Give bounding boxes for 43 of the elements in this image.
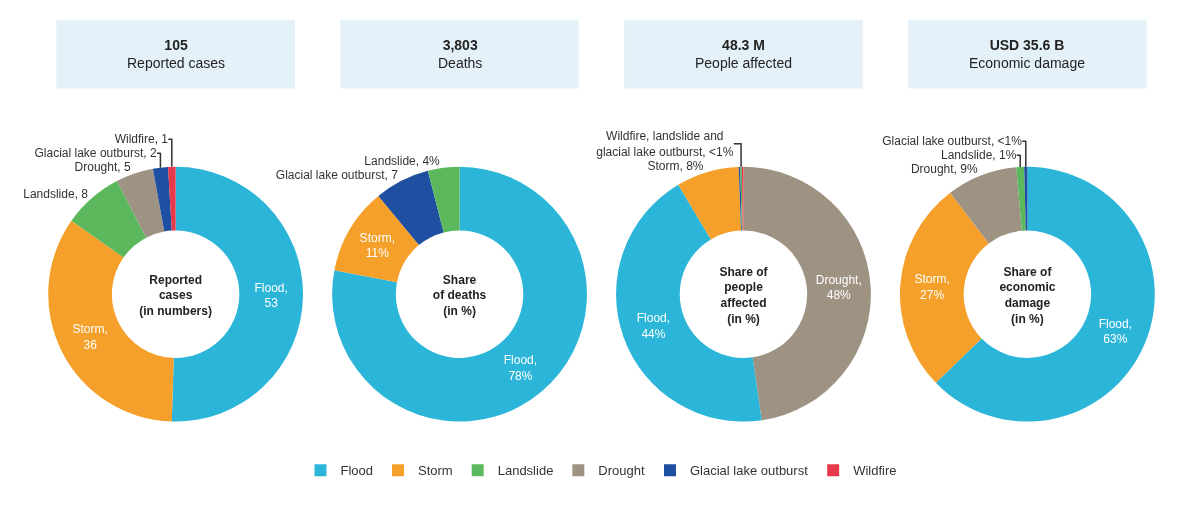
data-label: Storm, 36 [72, 322, 108, 352]
chart-subtitle: Deaths [438, 55, 483, 72]
data-label: Storm, 11% [359, 230, 395, 261]
data-label: Storm, 27% [914, 272, 950, 302]
donut-slice [899, 192, 989, 383]
data-label: Flood, 63% [1098, 316, 1133, 347]
data-label: Glacial lake outburst, 2 [34, 146, 157, 161]
data-label: Flood, 44% [636, 311, 671, 341]
donut-slice [427, 166, 460, 233]
legend-label: Wildfire [853, 463, 897, 479]
data-label: Storm, 8% [647, 158, 704, 173]
donut-slice [152, 167, 172, 232]
chart-title: USD 35.6 B [989, 37, 1065, 53]
data-label: Glacial lake outburst, <1% [882, 134, 1023, 149]
legend-label: Storm [418, 463, 453, 479]
data-label: Glacial lake outburst, 7 [275, 168, 399, 183]
data-label: Landslide, 8 [23, 187, 89, 202]
chart-title: 3,803 [442, 37, 478, 53]
data-label: Drought, 9% [910, 162, 978, 177]
chart-subtitle: People affected [695, 55, 793, 72]
chart-title: 48.3 M [722, 37, 765, 53]
data-label: Wildfire, landslide and glacial lake outburst, <1% [596, 128, 734, 159]
data-label: Drought, 48% [815, 272, 862, 303]
text: Share of people affected (in %) [719, 264, 769, 326]
data-label: Landslide, 1% [940, 148, 1017, 163]
data-label: Flood, 78% [503, 353, 538, 383]
legend-label: Glacial lake outburst [690, 463, 809, 479]
data-label: Drought, 5 [74, 160, 131, 175]
chart-subtitle: Reported cases [127, 55, 226, 72]
text: Share of deaths (in %) [432, 272, 487, 318]
legend-label: Flood [340, 463, 374, 479]
chart-title: 105 [164, 37, 188, 53]
text: Reported cases (in numbers) [139, 272, 212, 318]
text: Share of economic damage (in %) [999, 264, 1056, 326]
legend-label: Landslide [497, 463, 554, 479]
chart-subtitle: Economic damage [969, 55, 1086, 72]
donut-slice [334, 196, 419, 283]
donut-slice [168, 166, 176, 231]
donut-slice [1016, 166, 1026, 231]
data-label: Flood, 53 [254, 280, 288, 311]
data-label: Landslide, 4% [364, 153, 441, 168]
data-label: Wildfire, 1 [114, 132, 169, 147]
legend-label: Drought [598, 463, 645, 479]
